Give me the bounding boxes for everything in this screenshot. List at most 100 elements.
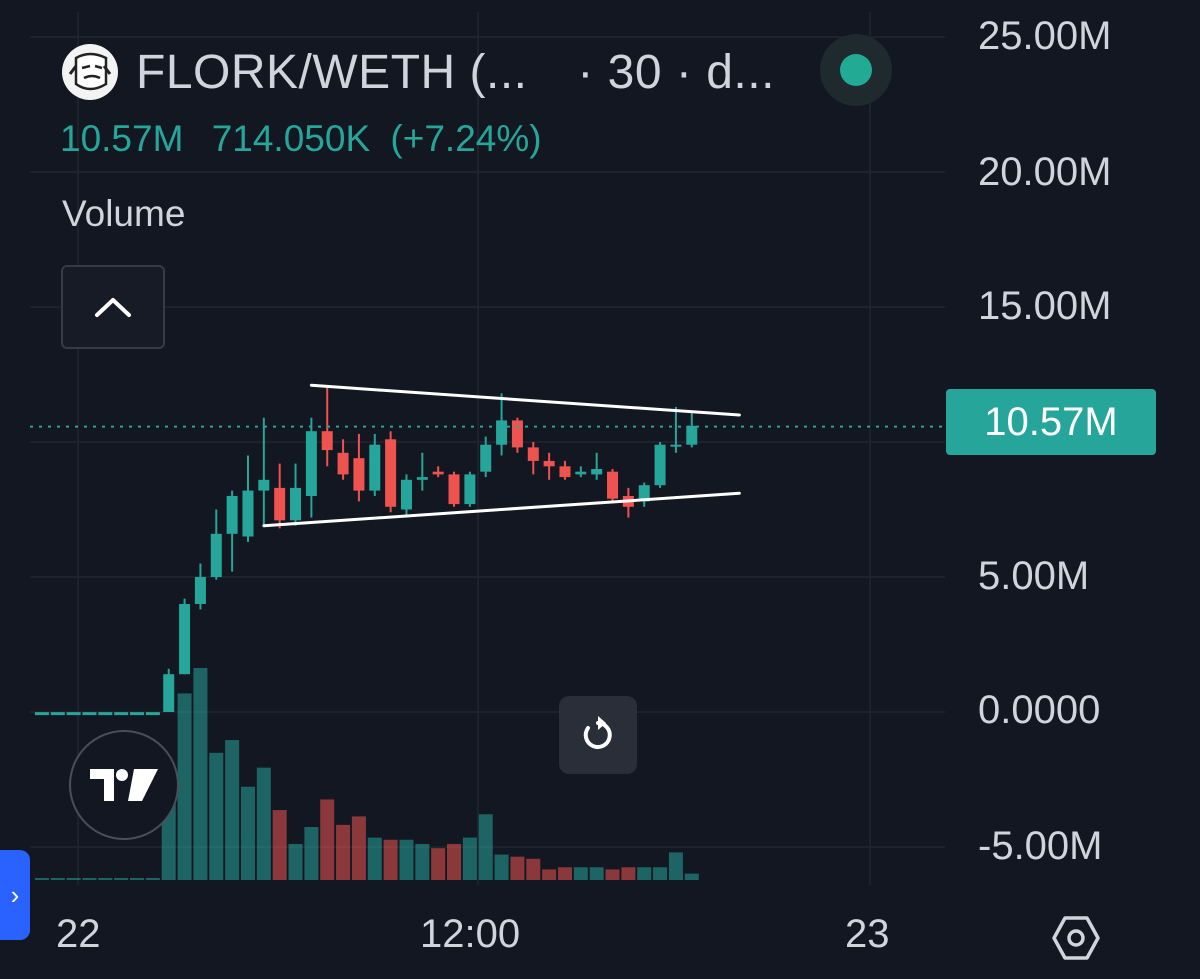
candle-body	[226, 496, 238, 534]
volume-bar	[494, 854, 509, 880]
candle-body	[448, 474, 460, 505]
price-axis-label: 20.00M	[978, 150, 1112, 194]
price-axis-label: 0.0000	[978, 688, 1101, 732]
candle-body	[511, 420, 523, 448]
candlestick	[258, 417, 270, 526]
volume-bar	[320, 799, 335, 880]
volume-bar	[621, 867, 636, 880]
candlestick	[496, 393, 508, 456]
candlestick	[369, 433, 381, 496]
volume-bar	[367, 837, 382, 880]
volume-bar	[256, 767, 271, 880]
chart-settings-button[interactable]	[1050, 912, 1102, 964]
volume-bar	[526, 858, 541, 880]
candle-body	[305, 431, 317, 496]
volume-bar	[431, 848, 446, 880]
volume-bar	[145, 878, 160, 880]
open-sidebar-button[interactable]: ›	[0, 850, 30, 940]
tradingview-logo[interactable]	[69, 730, 179, 840]
candle-body	[654, 444, 666, 486]
candle-body	[591, 469, 603, 475]
settings-icon	[1052, 916, 1100, 960]
time-axis-label: 12:00	[420, 912, 521, 956]
chevron-up-icon	[95, 298, 131, 317]
candlestick	[179, 598, 191, 675]
time-axis-label: 23	[845, 912, 890, 956]
volume-study-label[interactable]: Volume	[62, 193, 186, 234]
volume-bar	[272, 810, 287, 880]
chart-header[interactable]: FLORK/WETH (... · 30 · d...	[62, 44, 775, 100]
trendline	[262, 491, 741, 528]
price-axis-label: 5.00M	[978, 554, 1090, 598]
volume-bar	[34, 878, 49, 880]
volume-bar	[589, 867, 604, 880]
ohlc-legend: 10.57M 714.050K (+7.24%)	[60, 118, 560, 160]
volume-bar	[557, 867, 572, 880]
legend-change-pct: (+7.24%)	[390, 118, 542, 159]
volume-bar	[193, 668, 208, 880]
candle-body	[400, 479, 412, 510]
candlestick	[686, 412, 698, 448]
volume-bar	[462, 837, 477, 880]
reset-chart-button[interactable]	[559, 696, 637, 774]
volume-bars	[34, 668, 699, 880]
tradingview-logo-icon	[90, 769, 158, 801]
candle-body	[670, 444, 682, 447]
market-status[interactable]	[820, 34, 892, 106]
volume-bar	[510, 856, 525, 880]
volume-bar	[447, 843, 462, 880]
chart-grid	[30, 12, 945, 885]
volume-bar	[82, 878, 97, 880]
volume-bar	[288, 843, 303, 880]
volume-bar	[225, 740, 240, 880]
candlestick	[163, 668, 175, 712]
candlestick	[527, 442, 539, 475]
candle-body	[559, 466, 571, 478]
volume-bar	[304, 827, 319, 880]
candlestick	[432, 466, 444, 478]
candle-body	[607, 471, 619, 499]
candlestick	[591, 452, 603, 480]
symbol-name: FLORK/WETH (...	[136, 45, 528, 99]
volume-bar	[573, 867, 588, 880]
volume-bar	[177, 693, 192, 880]
candlestick	[638, 482, 650, 507]
candlestick	[575, 466, 587, 478]
price-axis-label: 15.00M	[978, 284, 1112, 328]
candlestick	[290, 463, 302, 526]
volume-bar	[351, 816, 366, 880]
candlestick	[305, 417, 317, 518]
candlestick	[242, 455, 254, 542]
candlestick	[274, 463, 286, 529]
reset-icon	[583, 716, 612, 749]
collapse-legend-button[interactable]	[61, 265, 165, 349]
volume-bar	[668, 852, 683, 880]
symbol-title: FLORK/WETH (... · 30 · d...	[136, 45, 775, 100]
candle-body	[194, 577, 206, 604]
time-axis-label: 22	[56, 912, 101, 956]
candle-body	[337, 452, 349, 475]
volume-bar	[66, 878, 81, 880]
candle-body	[179, 604, 191, 675]
volume-bar	[130, 878, 145, 880]
volume-bar	[240, 786, 255, 880]
chart-pane[interactable]	[30, 12, 945, 885]
candle-body	[543, 460, 555, 467]
candlestick	[622, 487, 634, 518]
token-logo-icon	[62, 44, 118, 100]
volume-bar	[209, 752, 224, 880]
candlestick	[400, 474, 412, 518]
legend-value: 10.57M	[60, 118, 184, 159]
trendlines	[262, 383, 741, 528]
candle-body	[258, 479, 270, 491]
candlestick	[543, 452, 555, 480]
volume-bar	[383, 839, 398, 880]
volume-bar	[98, 878, 113, 880]
volume-bar	[50, 878, 65, 880]
candle-body	[416, 477, 428, 480]
candle-body	[686, 425, 698, 445]
legend-change: 714.050K	[211, 118, 371, 159]
candle-body	[575, 471, 587, 475]
candle-body	[242, 490, 254, 537]
